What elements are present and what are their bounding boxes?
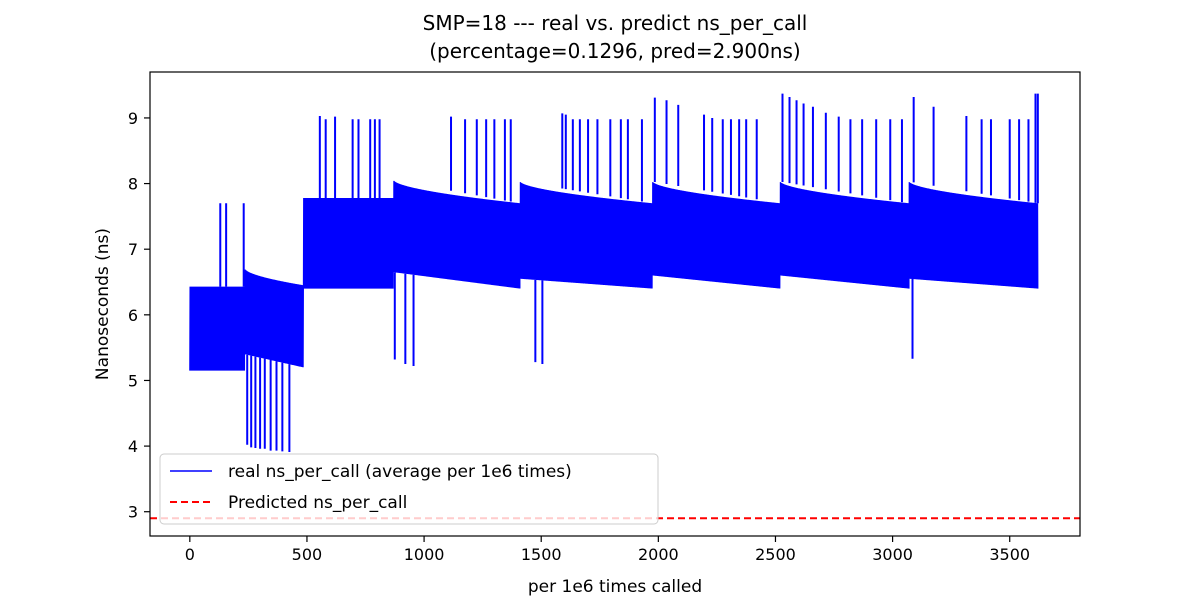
x-tick-label: 500	[292, 545, 323, 564]
x-tick-label: 1000	[404, 545, 445, 564]
x-tick-label: 3500	[989, 545, 1030, 564]
y-tick-label: 5	[128, 371, 138, 390]
y-axis-label: Nanoseconds (ns)	[93, 228, 113, 380]
chart-title: SMP=18 --- real vs. predict ns_per_call	[423, 11, 808, 35]
real-series-band	[908, 182, 1039, 289]
y-tick-label: 8	[128, 175, 138, 194]
real-series-band	[779, 182, 910, 289]
plot-frame	[149, 71, 1081, 537]
real-series-band	[302, 198, 394, 289]
plot-area	[149, 71, 1081, 537]
y-tick-label: 7	[128, 240, 138, 259]
x-tick-label: 2000	[638, 545, 679, 564]
y-tick-label: 4	[128, 437, 138, 456]
real-series-band	[244, 269, 304, 368]
real-series-band	[651, 182, 781, 289]
legend-label-predicted: Predicted ns_per_call	[228, 493, 407, 513]
y-axis: 3 4 5 6 7 8 9	[128, 109, 150, 522]
legend: real ns_per_call (average per 1e6 times)…	[159, 453, 659, 525]
x-tick-label: 2500	[755, 545, 796, 564]
legend-box	[159, 453, 659, 525]
real-series-band	[393, 180, 521, 289]
y-tick-label: 9	[128, 109, 138, 128]
y-tick-label: 3	[128, 503, 138, 522]
x-axis: 0 500 1000 1500 2000 2500 3000 3500	[185, 536, 1030, 564]
real-series-band	[519, 182, 653, 289]
real-series-band	[189, 286, 246, 371]
x-axis-label: per 1e6 times called	[528, 577, 702, 597]
chart-subtitle: (percentage=0.1296, pred=2.900ns)	[429, 39, 801, 63]
x-tick-label: 0	[185, 545, 195, 564]
x-tick-label: 3000	[872, 545, 913, 564]
series-group	[150, 93, 1080, 520]
legend-label-real: real ns_per_call (average per 1e6 times)	[228, 462, 572, 482]
x-tick-label: 1500	[521, 545, 562, 564]
y-tick-label: 6	[128, 306, 138, 325]
